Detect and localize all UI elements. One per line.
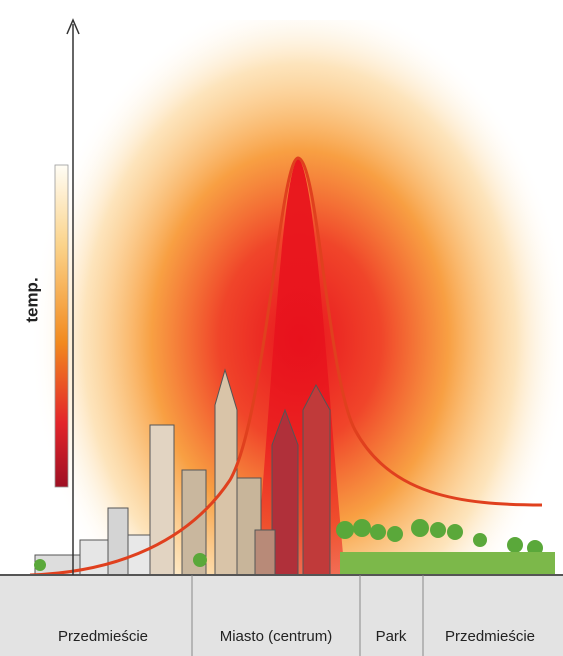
ground-band bbox=[0, 575, 563, 656]
zone-label: Park bbox=[376, 628, 407, 645]
axis-label: temp. bbox=[22, 277, 41, 322]
zone-label: Przedmieście bbox=[58, 628, 148, 645]
buildings bbox=[34, 368, 331, 576]
zone-label: Przedmieście bbox=[445, 628, 535, 645]
axis-arrow bbox=[66, 18, 80, 35]
color-scale bbox=[54, 164, 69, 488]
zone-label: Miasto (centrum) bbox=[220, 628, 333, 645]
park bbox=[34, 519, 555, 576]
temperature-curve bbox=[29, 156, 543, 577]
